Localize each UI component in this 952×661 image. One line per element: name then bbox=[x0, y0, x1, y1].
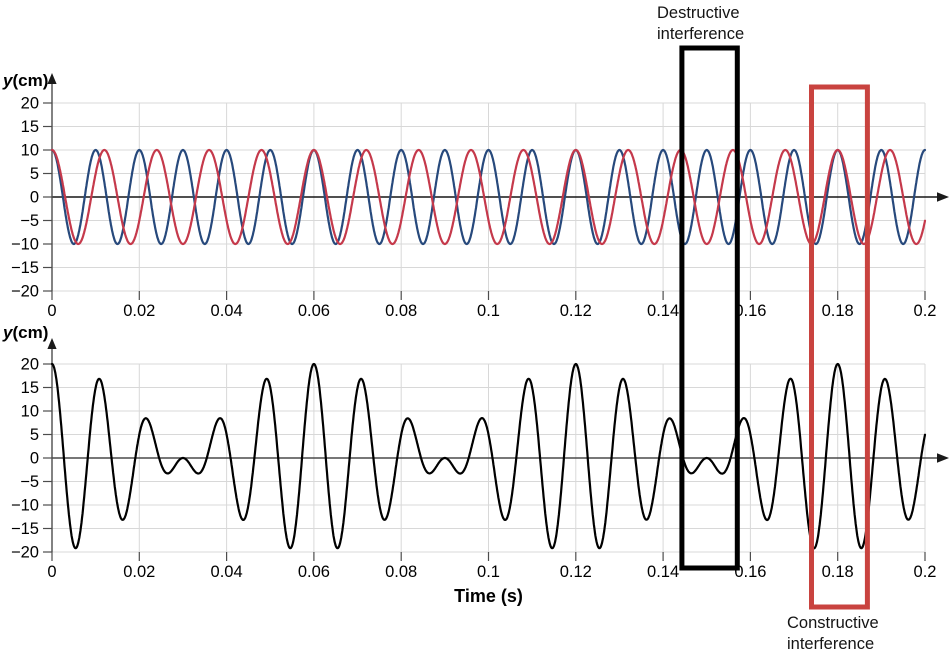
wave-curve bbox=[50, 148, 927, 246]
y-tick-label: 5 bbox=[30, 426, 39, 444]
x-tick-label: 0.2 bbox=[914, 563, 937, 581]
constructive-interference-label: Constructive interference bbox=[787, 614, 879, 653]
x-tick-label: 0.16 bbox=[734, 302, 766, 320]
x-tick-label: 0.1 bbox=[477, 302, 500, 320]
x-tick-label: 0.02 bbox=[123, 302, 155, 320]
top-y-axis-label-var: y bbox=[3, 71, 13, 90]
x-tick-label: 0.14 bbox=[647, 563, 679, 581]
y-tick-label: −10 bbox=[11, 497, 39, 515]
bottom-y-axis-label-unit: (cm) bbox=[12, 323, 49, 342]
top-y-axis-label-unit: (cm) bbox=[12, 71, 49, 90]
y-tick-label: 15 bbox=[21, 379, 39, 397]
x-tick-label: 0.04 bbox=[211, 302, 243, 320]
y-tick-label: −5 bbox=[20, 212, 39, 230]
x-tick-label: 0 bbox=[47, 563, 56, 581]
y-tick-label: −10 bbox=[11, 236, 39, 254]
y-tick-label: −5 bbox=[20, 473, 39, 491]
y-tick-label: 10 bbox=[21, 142, 39, 160]
y-tick-label: 0 bbox=[30, 189, 39, 207]
y-tick-label: 15 bbox=[21, 118, 39, 136]
bottom-plot-tick-labels: 0 0.02 0.04 0.06 0.08 0.1 0.12 0.14 0.16 0.18 0.2 2… bbox=[11, 356, 936, 582]
y-tick-label: −15 bbox=[11, 520, 39, 538]
top-plot-waves bbox=[50, 148, 927, 246]
bottom-plot-axes bbox=[43, 338, 949, 561]
x-tick-label: 0.16 bbox=[734, 563, 766, 581]
bottom-y-axis-label-var: y bbox=[3, 323, 13, 342]
top-plot-tick-labels: 0 0.02 0.04 0.06 0.08 0.1 0.12 0.14 0.16 0.18 0.2 2… bbox=[11, 95, 936, 321]
constructive-interference-box bbox=[809, 84, 870, 610]
wave-curve bbox=[50, 148, 927, 246]
x-tick-label: 0.04 bbox=[211, 563, 243, 581]
x-tick-label: 0.08 bbox=[385, 563, 417, 581]
y-tick-label: −20 bbox=[11, 283, 39, 301]
y-tick-label: 0 bbox=[30, 450, 39, 468]
x-tick-label: 0 bbox=[47, 302, 56, 320]
time-axis-label: Time (s) bbox=[454, 586, 523, 606]
x-tick-label: 0.18 bbox=[822, 563, 854, 581]
x-tick-label: 0.14 bbox=[647, 302, 679, 320]
y-tick-label: 20 bbox=[21, 95, 39, 113]
x-tick-label: 0.2 bbox=[914, 302, 937, 320]
bottom-plot-waves bbox=[50, 362, 927, 550]
y-tick-label: 20 bbox=[21, 356, 39, 374]
x-tick-label: 0.06 bbox=[298, 302, 330, 320]
x-tick-label: 0.02 bbox=[123, 563, 155, 581]
top-y-axis-label: y(cm) bbox=[3, 71, 48, 91]
y-tick-label: −20 bbox=[11, 544, 39, 562]
destructive-interference-label: Destructive interference bbox=[657, 4, 745, 43]
x-tick-label: 0.12 bbox=[560, 563, 592, 581]
y-tick-label: 5 bbox=[30, 165, 39, 183]
y-tick-label: −15 bbox=[11, 259, 39, 277]
x-tick-label: 0.08 bbox=[385, 302, 417, 320]
wave-curve bbox=[50, 362, 927, 550]
bottom-y-axis-label: y(cm) bbox=[3, 323, 48, 343]
x-tick-label: 0.18 bbox=[822, 302, 854, 320]
destructive-interference-box bbox=[679, 45, 740, 571]
y-tick-label: 10 bbox=[21, 403, 39, 421]
x-tick-label: 0.06 bbox=[298, 563, 330, 581]
x-tick-label: 0.12 bbox=[560, 302, 592, 320]
x-tick-label: 0.1 bbox=[477, 563, 500, 581]
top-plot-axes bbox=[43, 73, 949, 300]
